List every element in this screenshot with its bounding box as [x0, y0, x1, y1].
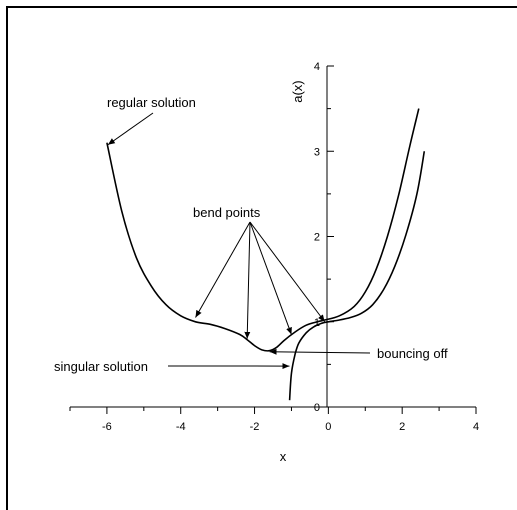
annotation-bend-points-arrow: [249, 221, 292, 335]
y-tick-label: 2: [314, 232, 320, 244]
annotation-regular-solution-label: regular solution: [107, 95, 196, 110]
chart-frame: [6, 6, 517, 510]
y-axis-ticks: 0 1 2 3 4: [314, 61, 334, 414]
annotation-singular-solution-label: singular solution: [54, 359, 148, 374]
y-tick-label: 0: [314, 402, 320, 414]
series-regular-solution-line: [106, 108, 420, 352]
y-axis-title: a(x): [290, 80, 305, 102]
series-singular-solution-line: [288, 151, 426, 401]
annotation-bend-points-label: bend points: [193, 205, 261, 220]
x-tick-label: -4: [176, 421, 186, 433]
annotation-singular-solution: singular solution: [54, 359, 290, 374]
annotation-bend-points-arrow: [244, 221, 251, 339]
annotation-bend-points-arrow: [249, 221, 326, 323]
annotation-bend-points-arrow: [195, 221, 251, 318]
x-tick-label: 0: [325, 421, 331, 433]
x-tick-label: -2: [250, 421, 260, 433]
y-tick-label: 1: [314, 317, 320, 329]
x-axis-title: x: [280, 449, 287, 464]
x-tick-label: 2: [399, 421, 405, 433]
annotation-bouncing-off: bouncing off: [269, 346, 448, 361]
annotation-bouncing-off-label: bouncing off: [377, 346, 448, 361]
y-tick-label: 3: [314, 146, 320, 158]
x-tick-label: -6: [102, 421, 112, 433]
annotation-bend-points: bend points: [193, 205, 326, 339]
annotation-regular-solution: regular solution: [107, 95, 196, 146]
x-tick-label: 4: [473, 421, 479, 433]
annotation-regular-solution-arrow: [107, 112, 154, 146]
annotation-bouncing-off-arrow: [269, 348, 371, 355]
y-tick-label: 4: [314, 61, 320, 73]
x-axis-ticks: -6 -4 -2 0 2 4: [69, 407, 479, 433]
